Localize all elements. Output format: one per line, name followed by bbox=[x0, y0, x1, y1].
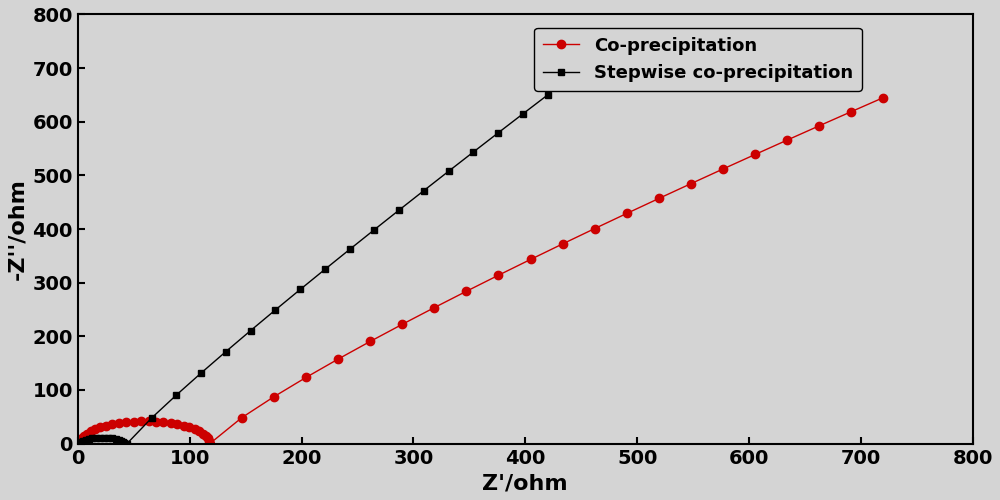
X-axis label: Z'/ohm: Z'/ohm bbox=[482, 473, 568, 493]
Stepwise co-precipitation bbox=[102, 435, 114, 441]
Co-precipitation bbox=[396, 322, 408, 328]
Co-precipitation bbox=[74, 440, 86, 446]
Co-precipitation bbox=[203, 438, 215, 444]
Stepwise co-precipitation bbox=[170, 392, 182, 398]
Co-precipitation bbox=[749, 152, 761, 158]
Stepwise co-precipitation bbox=[75, 438, 87, 444]
Co-precipitation bbox=[460, 288, 472, 294]
Co-precipitation bbox=[653, 196, 665, 202]
Co-precipitation bbox=[178, 422, 190, 428]
Co-precipitation bbox=[525, 256, 537, 262]
Line: Stepwise co-precipitation: Stepwise co-precipitation bbox=[77, 92, 551, 447]
Stepwise co-precipitation bbox=[368, 226, 380, 232]
Stepwise co-precipitation bbox=[294, 286, 306, 292]
Stepwise co-precipitation bbox=[110, 436, 122, 442]
Co-precipitation bbox=[74, 438, 86, 444]
Co-precipitation bbox=[621, 210, 633, 216]
Stepwise co-precipitation bbox=[80, 436, 92, 442]
Stepwise co-precipitation bbox=[86, 436, 98, 442]
Co-precipitation bbox=[200, 433, 212, 439]
Stepwise co-precipitation bbox=[117, 438, 129, 444]
Co-precipitation bbox=[813, 123, 825, 129]
Stepwise co-precipitation bbox=[319, 266, 331, 272]
Co-precipitation bbox=[113, 420, 125, 426]
Y-axis label: -Z''/ohm: -Z''/ohm bbox=[7, 178, 27, 280]
Stepwise co-precipitation bbox=[115, 438, 127, 444]
Co-precipitation bbox=[300, 374, 312, 380]
Co-precipitation bbox=[845, 108, 857, 114]
Stepwise co-precipitation bbox=[119, 440, 131, 446]
Stepwise co-precipitation bbox=[418, 188, 430, 194]
Co-precipitation bbox=[150, 418, 162, 424]
Co-precipitation bbox=[204, 440, 216, 446]
Co-precipitation bbox=[589, 226, 601, 232]
Co-precipitation bbox=[236, 414, 248, 420]
Stepwise co-precipitation bbox=[344, 246, 356, 252]
Co-precipitation bbox=[781, 137, 793, 143]
Stepwise co-precipitation bbox=[393, 207, 405, 213]
Co-precipitation bbox=[135, 418, 147, 424]
Co-precipitation bbox=[193, 428, 205, 434]
Co-precipitation bbox=[76, 436, 88, 442]
Stepwise co-precipitation bbox=[90, 435, 102, 441]
Co-precipitation bbox=[197, 430, 209, 436]
Co-precipitation bbox=[128, 418, 140, 424]
Co-precipitation bbox=[78, 433, 90, 439]
Co-precipitation bbox=[332, 356, 344, 362]
Legend: Co-precipitation, Stepwise co-precipitation: Co-precipitation, Stepwise co-precipitat… bbox=[534, 28, 862, 91]
Co-precipitation bbox=[89, 426, 101, 432]
Co-precipitation bbox=[189, 426, 201, 432]
Stepwise co-precipitation bbox=[517, 111, 529, 117]
Stepwise co-precipitation bbox=[118, 440, 130, 446]
Stepwise co-precipitation bbox=[98, 435, 110, 441]
Co-precipitation bbox=[685, 180, 697, 186]
Co-precipitation bbox=[557, 241, 569, 247]
Co-precipitation bbox=[85, 428, 97, 434]
Co-precipitation bbox=[877, 94, 889, 100]
Stepwise co-precipitation bbox=[77, 438, 89, 444]
Stepwise co-precipitation bbox=[542, 92, 554, 98]
Stepwise co-precipitation bbox=[492, 130, 504, 136]
Stepwise co-precipitation bbox=[83, 436, 95, 442]
Co-precipitation bbox=[364, 338, 376, 344]
Co-precipitation bbox=[171, 421, 183, 427]
Stepwise co-precipitation bbox=[106, 436, 118, 442]
Stepwise co-precipitation bbox=[195, 370, 207, 376]
Stepwise co-precipitation bbox=[467, 149, 479, 155]
Co-precipitation bbox=[202, 436, 214, 442]
Co-precipitation bbox=[717, 166, 729, 172]
Line: Co-precipitation: Co-precipitation bbox=[76, 94, 888, 448]
Stepwise co-precipitation bbox=[121, 440, 133, 446]
Co-precipitation bbox=[204, 440, 216, 446]
Co-precipitation bbox=[492, 272, 504, 278]
Co-precipitation bbox=[428, 304, 440, 310]
Stepwise co-precipitation bbox=[443, 168, 455, 174]
Co-precipitation bbox=[81, 430, 93, 436]
Stepwise co-precipitation bbox=[245, 328, 257, 334]
Stepwise co-precipitation bbox=[74, 440, 86, 446]
Stepwise co-precipitation bbox=[146, 415, 158, 421]
Co-precipitation bbox=[120, 419, 132, 425]
Stepwise co-precipitation bbox=[74, 440, 86, 446]
Stepwise co-precipitation bbox=[94, 435, 106, 441]
Co-precipitation bbox=[100, 422, 112, 428]
Co-precipitation bbox=[106, 421, 118, 427]
Co-precipitation bbox=[143, 418, 155, 424]
Co-precipitation bbox=[268, 394, 280, 400]
Co-precipitation bbox=[165, 420, 177, 426]
Stepwise co-precipitation bbox=[113, 436, 125, 442]
Co-precipitation bbox=[94, 424, 106, 430]
Stepwise co-precipitation bbox=[220, 348, 232, 354]
Co-precipitation bbox=[157, 419, 169, 425]
Co-precipitation bbox=[183, 424, 195, 430]
Stepwise co-precipitation bbox=[269, 307, 281, 313]
